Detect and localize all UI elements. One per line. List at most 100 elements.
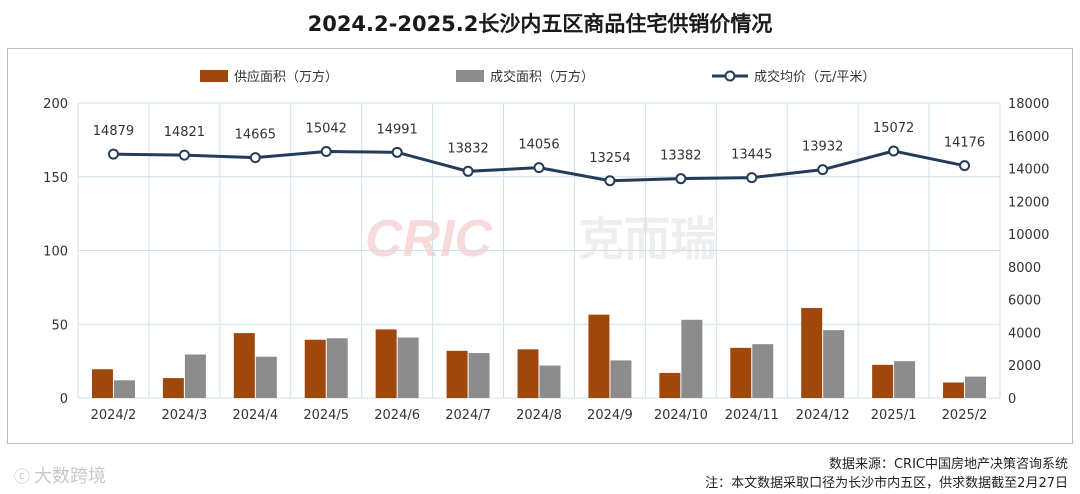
transaction-bar: [113, 380, 135, 398]
y-right-tick-label: 2000: [1008, 359, 1041, 374]
supply-bar: [517, 349, 539, 398]
x-tick-label: 2024/3: [162, 408, 208, 423]
x-tick-label: 2024/11: [725, 408, 779, 423]
supply-bar: [233, 333, 255, 398]
price-data-label: 13832: [447, 141, 488, 156]
x-tick-label: 2024/4: [232, 408, 278, 423]
supply-bar: [801, 308, 823, 398]
brand-logo-icon: ⓒ: [14, 467, 31, 486]
price-point: [746, 172, 758, 184]
supply-bar: [943, 382, 965, 398]
price-data-label: 14665: [235, 128, 276, 143]
chart-title: 2024.2-2025.2长沙内五区商品住宅供销价情况: [307, 12, 773, 36]
price-point: [391, 146, 403, 158]
x-tick-label: 2024/8: [516, 408, 562, 423]
brand-text: 大数跨境: [34, 466, 107, 487]
x-tick-label: 2025/1: [871, 408, 917, 423]
price-data-label: 14821: [164, 125, 205, 140]
price-data-label: 15072: [873, 121, 914, 136]
supply-bar: [588, 314, 610, 398]
transaction-bar: [681, 319, 703, 398]
x-tick-label: 2024/10: [654, 408, 708, 423]
x-tick-label: 2024/7: [445, 408, 491, 423]
legend-swatch-transaction: [456, 70, 484, 82]
supply-bar: [304, 339, 326, 398]
price-data-label: 14056: [518, 138, 559, 153]
price-data-label: 14991: [376, 122, 417, 137]
cric-watermark: CRIC 克而瑞: [365, 210, 716, 268]
y-right-tick-label: 0: [1008, 392, 1016, 407]
transaction-bar: [752, 344, 774, 398]
transaction-bar: [397, 337, 419, 398]
data-source: 数据来源：CRIC中国房地产决策咨询系统: [828, 457, 1068, 472]
x-tick-label: 2024/2: [91, 408, 137, 423]
transaction-bar: [184, 354, 206, 398]
price-point: [817, 164, 829, 176]
supply-bar: [659, 372, 681, 398]
transaction-bar: [610, 360, 632, 398]
y-right-tick-label: 18000: [1008, 97, 1049, 112]
supply-bar: [730, 347, 752, 398]
price-point: [533, 162, 545, 174]
chart-frame: [7, 48, 1073, 444]
legend-label-supply: 供应面积（万方）: [234, 69, 338, 85]
transaction-bar: [539, 365, 561, 398]
y-left-tick-label: 200: [43, 97, 68, 112]
y-left-tick-label: 0: [60, 392, 68, 407]
brand-watermark: ⓒ 大数跨境: [14, 462, 106, 488]
y-right-tick-label: 14000: [1008, 163, 1049, 178]
y-left-tick-label: 50: [51, 318, 68, 333]
legend-label-price: 成交均价（元/平米）: [754, 69, 875, 85]
price-point: [178, 149, 190, 161]
legend: 供应面积（万方） 成交面积（万方） 成交均价（元/平米）: [200, 69, 875, 85]
data-note: 注：本文数据采取口径为长沙市内五区，供求数据截至2月27日: [705, 476, 1068, 491]
transaction-bar: [255, 356, 277, 398]
transaction-bar: [965, 376, 987, 398]
watermark-cjk: 克而瑞: [578, 212, 716, 266]
price-point: [604, 175, 616, 187]
y-right-tick-label: 12000: [1008, 195, 1049, 210]
supply-bar: [375, 329, 397, 398]
price-data-label: 13932: [802, 140, 843, 155]
supply-bar: [91, 369, 113, 398]
transaction-bar: [894, 361, 916, 398]
transaction-bar: [326, 338, 348, 398]
y-right-tick-label: 6000: [1008, 294, 1041, 309]
price-point: [249, 152, 261, 164]
transaction-bar: [823, 330, 845, 398]
y-right-tick-label: 16000: [1008, 130, 1049, 145]
y-right-tick-label: 4000: [1008, 326, 1041, 341]
price-point: [320, 145, 332, 157]
y-right-tick-label: 8000: [1008, 261, 1041, 276]
x-tick-label: 2025/2: [942, 408, 988, 423]
price-point: [675, 173, 687, 185]
legend-swatch-price-marker: [724, 70, 736, 82]
x-tick-label: 2024/5: [303, 408, 349, 423]
x-tick-label: 2024/12: [796, 408, 850, 423]
y-left-tick-label: 100: [43, 245, 68, 260]
legend-swatch-supply: [200, 70, 228, 82]
price-data-label: 13445: [731, 148, 772, 163]
price-point: [462, 165, 474, 177]
supply-bar: [162, 378, 184, 398]
price-point: [959, 160, 971, 172]
price-point: [888, 145, 900, 157]
supply-bar: [872, 364, 894, 398]
y-right-tick-label: 10000: [1008, 228, 1049, 243]
price-data-label: 13382: [660, 149, 701, 164]
watermark-latin: CRIC: [365, 210, 494, 268]
x-tick-label: 2024/6: [374, 408, 420, 423]
price-point: [107, 148, 119, 160]
x-tick-label: 2024/9: [587, 408, 633, 423]
price-line: 14879 14821 14665 15042 14991 13832 14056 13254…: [93, 121, 985, 187]
y-left-tick-label: 150: [43, 171, 68, 186]
price-data-label: 14176: [944, 136, 985, 151]
transaction-bar: [468, 353, 490, 398]
price-data-label: 14879: [93, 124, 134, 139]
supply-bar: [446, 350, 468, 398]
price-data-label: 15042: [306, 121, 347, 136]
axes: 0501001502000200040006000800010000120001…: [43, 97, 1049, 423]
price-data-label: 13254: [589, 151, 630, 166]
bars: [91, 308, 987, 398]
